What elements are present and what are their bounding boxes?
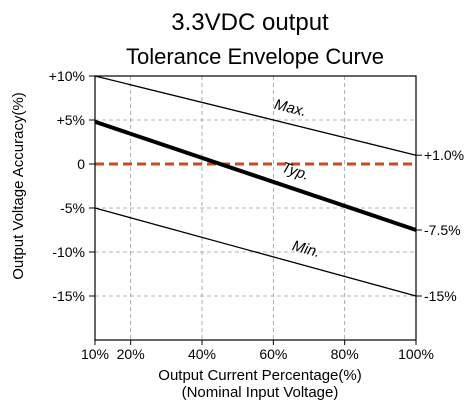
end-value-labels: +1.0% -7.5% -15% [416,147,464,304]
x-tick-label-4: 80% [331,346,359,362]
curve-labels: Max.Typ.Min. [273,96,323,261]
x-axis-note: (Nominal Input Voltage) [182,384,339,401]
end-label-0: +1.0% [424,147,464,163]
x-tick-label-1: 20% [117,346,145,362]
curve-label-2: Min. [290,237,322,261]
series-lines [94,75,417,297]
series-line-1 [94,119,417,232]
y-tick-label-1: +5% [57,112,85,128]
x-axis-label: Output Current Percentage(%) [158,367,361,384]
x-tick-label-0: 10% [81,346,109,362]
x-tick-label-5: 100% [398,346,434,362]
x-tick-label-3: 60% [259,346,287,362]
y-tick-label-2: 0 [77,156,85,172]
y-tick-label-3: -5% [60,200,85,216]
y-tick-label-4: -10% [52,244,85,260]
y-tick-label-5: -15% [52,288,85,304]
end-label-2: -15% [424,288,457,304]
series-line-0 [94,75,417,156]
x-tick-label-2: 40% [188,346,216,362]
chart-subtitle: Tolerance Envelope Curve [126,44,384,69]
y-tick-labels: +10% +5% 0 -5% -10% -15% [49,68,95,304]
y-axis-label: Output Voltage Accuracy(%) [10,92,27,280]
end-label-1: -7.5% [424,222,461,238]
grid-lines [95,76,416,340]
y-tick-label-0: +10% [49,68,85,84]
series-line-2 [94,207,417,297]
x-tick-labels: 10% 20% 40% 60% 80% 100% [81,340,434,362]
curve-label-0: Max. [273,96,309,120]
chart-title: 3.3VDC output [171,9,329,36]
